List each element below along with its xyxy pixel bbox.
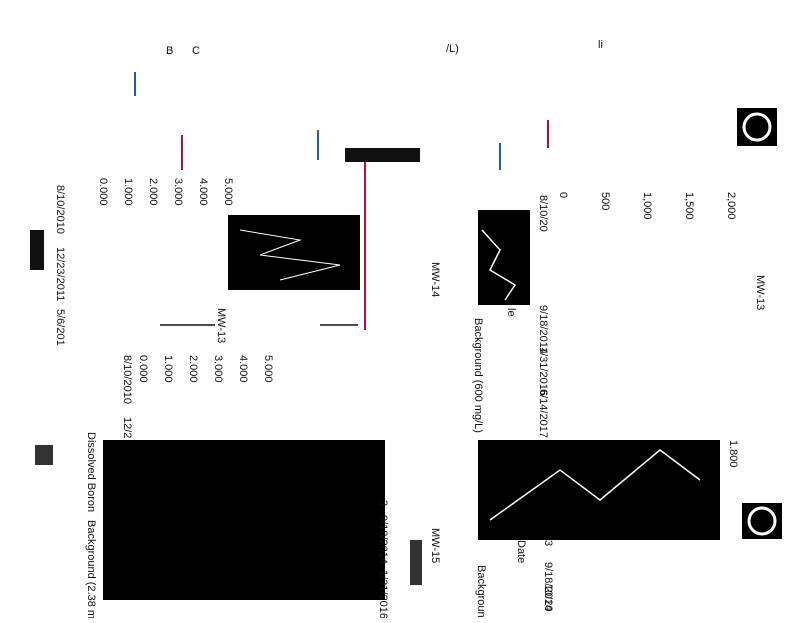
x-tick-label: 3 (377, 500, 389, 506)
header-fragment: /L) (446, 43, 459, 55)
x-tick-label: 6/14/2017 (537, 389, 549, 438)
y-tick-label: 1,500 (683, 192, 695, 220)
legend-label: Background (600 (475, 565, 487, 618)
scribble (345, 148, 420, 162)
y-tick-label: 0 (557, 192, 569, 198)
x-tick-label: 9/18/2014 (377, 515, 389, 564)
y-tick-label: 2.000 (187, 355, 199, 383)
text-layer: B C/L) li MW-13 0 500 1,000 1,500 2,000 8/10/20 9/… (54, 39, 766, 623)
x-tick-label: 8/10/20 (537, 195, 549, 232)
y-tick-label: 1,000 (641, 192, 653, 220)
series-label: Dissolved Boron (85, 432, 97, 512)
axis-label: Date (515, 540, 527, 563)
y-tick-label: 4.000 (197, 178, 209, 206)
y-tick-label: 3.000 (212, 355, 224, 383)
panel-title: MW-13 (215, 308, 227, 343)
legend-label: Background (2.38 mg/L) (85, 520, 97, 618)
header-letter: B (166, 45, 173, 57)
scribble (410, 540, 422, 585)
x-tick-label: 9/18/2014 (537, 305, 549, 354)
x-tick-label: 10/20 (542, 584, 554, 612)
scribble (30, 230, 44, 270)
panel-title: MW-14 (429, 262, 441, 297)
plot-area (478, 210, 530, 305)
y-tick-label: 2,000 (725, 192, 737, 220)
icon-circle (747, 506, 777, 536)
y-tick-label: 0.000 (137, 355, 149, 383)
x-tick-label: 12/23/2011 (54, 247, 66, 301)
y-tick-label: 5.000 (222, 178, 234, 206)
trace (239, 229, 341, 281)
plot-area (103, 440, 385, 600)
y-tick-label: 1.000 (162, 355, 174, 383)
header-fragment: li (598, 39, 603, 51)
text-fragment: le (505, 308, 517, 317)
y-tick-label: 1.000 (122, 178, 134, 206)
y-tick-label: 2.000 (147, 178, 159, 206)
y-tick-label: 5.000 (262, 355, 274, 383)
scribble (35, 445, 53, 465)
legend-label: Background (600 mg/L) (472, 318, 484, 433)
panel-title: MW-13 (754, 275, 766, 310)
plot-area (478, 440, 720, 540)
x-tick-label: 8/10/2010 (121, 355, 133, 404)
y-tick-label: 4.000 (237, 355, 249, 383)
header-letter: C (192, 45, 200, 57)
y-tick-label: 500 (599, 192, 611, 210)
y-tick-label: 1.800 (727, 440, 739, 468)
y-tick-label: 0.000 (97, 178, 109, 206)
y-tick-label: 3.000 (172, 178, 184, 206)
x-tick-label: 9/18/2014 (542, 562, 554, 611)
plot-area (228, 215, 360, 290)
trace (489, 449, 701, 521)
x-tick-label: 3 (542, 540, 554, 546)
x-tick-label: 8/10/2010 (54, 185, 66, 234)
x-tick-label: 1/31/2016 (537, 347, 549, 396)
x-tick-label: 1/31/2016 (377, 570, 389, 618)
icon-circle (742, 112, 772, 142)
trace (481, 229, 517, 301)
x-tick-label: 5/6/201 (54, 309, 66, 346)
x-tick-label: 12/2 (121, 417, 133, 438)
panel-title: MW-15 (429, 528, 441, 563)
